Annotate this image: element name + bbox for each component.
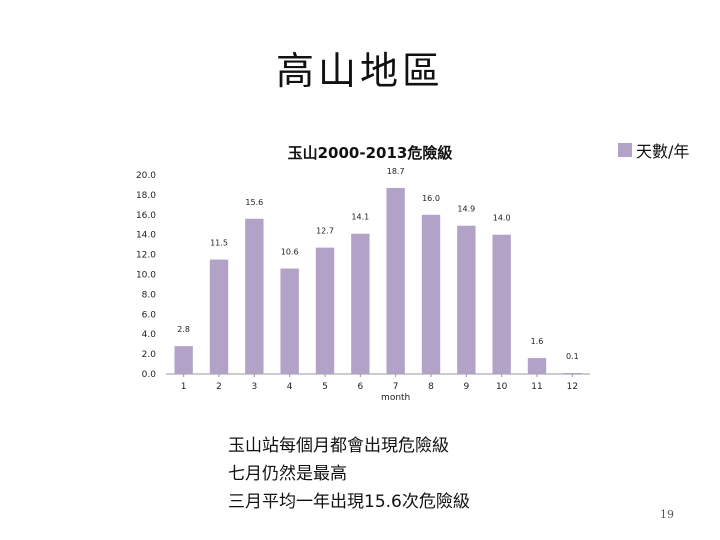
notes-list: 玉山站每個月都會出現危險級 七月仍然是最高 三月平均一年出現15.6次危險級 <box>228 432 470 516</box>
x-tick-label: 10 <box>496 382 508 392</box>
bar <box>315 247 335 374</box>
data-label: 2.8 <box>177 325 190 334</box>
bar <box>527 358 547 374</box>
y-tick-label: 12.0 <box>136 251 156 261</box>
bar <box>421 214 441 374</box>
y-tick-label: 6.0 <box>142 310 157 320</box>
note-line: 玉山站每個月都會出現危險級 <box>228 436 449 456</box>
data-label: 12.7 <box>316 227 334 236</box>
bar <box>386 187 405 374</box>
x-tick-label: 6 <box>357 382 363 392</box>
y-tick-label: 8.0 <box>142 290 157 300</box>
y-tick-label: 16.0 <box>136 211 156 221</box>
data-label: 15.6 <box>245 198 263 207</box>
x-tick-label: 5 <box>322 382 328 392</box>
data-label: 14.0 <box>493 214 511 223</box>
bar <box>209 259 229 374</box>
x-tick-label: 9 <box>463 382 469 392</box>
y-tick-label: 0.0 <box>142 370 157 380</box>
slide-title: 高山地區 <box>275 49 444 93</box>
bar <box>563 373 582 374</box>
y-tick-label: 14.0 <box>136 231 156 241</box>
note-line: 三月平均一年出現15.6次危險級 <box>228 492 470 512</box>
data-label: 11.5 <box>210 239 228 248</box>
bar <box>351 233 370 374</box>
y-tick-label: 2.0 <box>142 350 157 360</box>
note-line: 七月仍然是最高 <box>228 464 347 484</box>
x-axis-title: month <box>381 393 410 403</box>
legend-swatch <box>618 143 632 157</box>
y-tick-label: 10.0 <box>136 271 156 281</box>
data-label: 14.9 <box>457 205 475 214</box>
x-tick-label: 3 <box>251 382 257 392</box>
x-tick-label: 1 <box>181 382 187 392</box>
bar-chart: 0.0 2.0 4.0 6.0 8.0 10.0 12.0 14.0 16.0 18.0 20.0 2… <box>136 167 590 403</box>
data-label: 10.6 <box>281 248 299 257</box>
chart-title: 玉山2000-2013危險級 <box>287 144 453 162</box>
data-label: 18.7 <box>387 167 405 176</box>
chart-legend: 天數/年 <box>618 140 690 161</box>
data-label: 1.6 <box>531 337 544 346</box>
x-tick-label: 2 <box>216 382 222 392</box>
data-label: 0.1 <box>566 352 579 361</box>
x-tick-label: 8 <box>428 382 434 392</box>
bar <box>457 225 476 374</box>
bar <box>174 346 193 374</box>
y-tick-label: 18.0 <box>136 191 156 201</box>
x-tick-label: 4 <box>287 382 293 392</box>
bar <box>492 234 511 374</box>
x-tick-label: 7 <box>393 382 399 392</box>
data-label: 16.0 <box>422 194 440 203</box>
page-number: 19 <box>660 508 674 521</box>
y-tick-label: 4.0 <box>142 330 157 340</box>
x-tick-label: 11 <box>531 382 542 392</box>
bar <box>245 218 264 374</box>
y-tick-label: 20.0 <box>136 171 156 181</box>
bar <box>280 268 299 374</box>
x-tick-label: 12 <box>567 382 578 392</box>
legend-label: 天數/年 <box>636 142 690 161</box>
data-label: 14.1 <box>351 213 369 222</box>
